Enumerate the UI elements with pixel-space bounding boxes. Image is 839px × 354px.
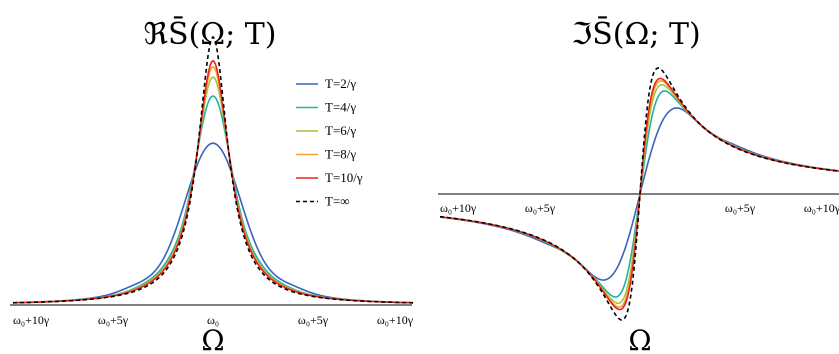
left-series-line-1 [12,142,414,304]
left-x-tick-labels: ω₀+10γ ω₀+5γ ω₀ ω₀+5γ ω₀+10γ [13,313,414,327]
right-x-tick-label-4: ω₀+10γ [804,201,839,215]
legend-label-1: T=2/γ [325,76,356,91]
legend-label-3: T=6/γ [325,123,356,138]
right-curves [439,67,839,321]
left-x-axis-label: Ω [201,324,224,354]
legend-label-5: T=10/γ [325,170,363,185]
right-x-tick-label-3: ω₀+5γ [725,201,756,215]
right-series-line-6 [439,67,839,321]
panel-real-part: ℜS̄(Ω; T) ω₀+10γ ω₀+5γ ω₀ ω₀+5γ ω₀+10γ Ω T=2… [10,16,414,354]
left-chart-title: ℜS̄(Ω; T) [144,16,277,52]
left-x-tick-label-4: ω₀+5γ [298,313,329,327]
left-x-tick-label-2: ω₀+5γ [98,313,129,327]
left-curves [12,35,414,304]
right-x-tick-label-1: ω₀+10γ [440,201,477,215]
legend: T=2/γ T=4/γ T=6/γ T=8/γ T=10/γ T=∞ [296,76,363,209]
legend-label-4: T=8/γ [325,147,356,162]
right-x-axis-label: Ω [628,324,651,354]
legend-label-6: T=∞ [325,194,350,209]
right-x-tick-label-2: ω₀+5γ [525,201,556,215]
right-x-tick-labels: ω₀+10γ ω₀+5γ ω₀+5γ ω₀+10γ [440,201,839,215]
panel-imag-part: ℑS̄(Ω; T) ω₀+10γ ω₀+5γ ω₀+5γ ω₀+10γ Ω [438,16,839,354]
left-series-line-6 [12,35,414,304]
left-x-tick-label-1: ω₀+10γ [13,313,50,327]
left-x-tick-label-3: ω₀ [207,313,219,327]
legend-label-2: T=4/γ [325,100,356,115]
right-chart-title: ℑS̄(Ω; T) [571,16,700,52]
left-x-tick-label-5: ω₀+10γ [377,313,414,327]
